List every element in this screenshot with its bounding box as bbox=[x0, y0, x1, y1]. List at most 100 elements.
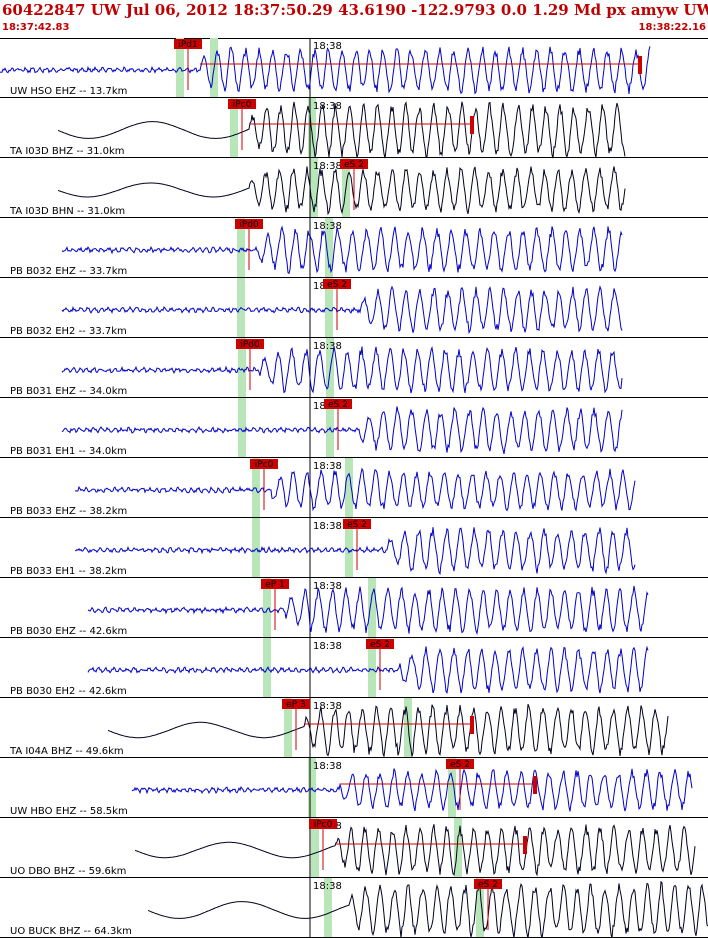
pick-label: iPc0 bbox=[314, 820, 333, 830]
station-label: PB B033 EH1 -- 38.2km bbox=[10, 566, 127, 577]
s-window bbox=[345, 458, 353, 518]
station-label: PB B032 EH2 -- 33.7km bbox=[10, 326, 127, 337]
station-label: PB B032 EHZ -- 33.7km bbox=[10, 266, 127, 277]
window-end-time: 18:38:22.16 bbox=[638, 22, 706, 33]
minute-label: 18:38 bbox=[313, 221, 342, 232]
coda-marker[interactable] bbox=[533, 776, 537, 794]
p-window bbox=[230, 98, 238, 158]
pick-label: eS 2 bbox=[370, 640, 390, 650]
s-window bbox=[448, 758, 456, 818]
pick-label-box[interactable] bbox=[366, 639, 394, 649]
pick-label-box[interactable] bbox=[474, 879, 502, 889]
pick-label: eS 2 bbox=[327, 280, 347, 290]
minute-label: 18:38 bbox=[313, 641, 342, 652]
p-window bbox=[324, 878, 332, 938]
pick-label-box[interactable] bbox=[323, 279, 351, 289]
trace-row[interactable]: 18:38 iPd1 UW HSO EHZ -- 13.7km bbox=[0, 38, 708, 98]
pick-label-box[interactable] bbox=[343, 519, 371, 529]
pick-label-box[interactable] bbox=[228, 99, 256, 109]
waveform bbox=[57, 101, 626, 159]
pick-label-box[interactable] bbox=[309, 819, 337, 829]
trace-row[interactable]: 18:38iPc0UO DBO BHZ -- 59.6km bbox=[0, 818, 708, 878]
trace-row[interactable]: 18:38 iPc0 TA I03D BHZ -- 31.0km bbox=[0, 98, 708, 159]
pick-label: iPd0 bbox=[239, 220, 259, 230]
p-window bbox=[238, 338, 246, 398]
trace-row[interactable]: 18:38 eS 2 UO BUCK BHZ -- 64.3km bbox=[0, 878, 708, 938]
s-window bbox=[368, 638, 376, 698]
station-label: PB B033 EHZ -- 38.2km bbox=[10, 506, 127, 517]
pick-label-box[interactable] bbox=[236, 339, 264, 349]
minute-label: 18:38 bbox=[313, 41, 342, 52]
trace-row[interactable]: 18:38 eP 3 TA I04A BHZ -- 49.6km bbox=[0, 698, 708, 759]
station-label: TA I03D BHZ -- 31.0km bbox=[9, 146, 125, 157]
pick-label: eS 2 bbox=[347, 520, 367, 530]
event-title: 60422847 UW Jul 06, 2012 18:37:50.29 43.… bbox=[2, 1, 708, 19]
waveform bbox=[87, 585, 649, 636]
trace-row[interactable]: 18:38 eS 2 UW HBO EHZ -- 58.5km bbox=[0, 758, 708, 818]
minute-label: 18:38 bbox=[313, 341, 342, 352]
coda-marker[interactable] bbox=[523, 836, 527, 854]
pick-label-box[interactable] bbox=[174, 39, 202, 49]
p-window bbox=[263, 578, 271, 638]
trace-row[interactable]: 18:38 eS 2 TA I03D BHN -- 31.0km bbox=[0, 158, 708, 218]
minute-label: 18:38 bbox=[313, 761, 342, 772]
pick-label-box[interactable] bbox=[446, 759, 474, 769]
waveform bbox=[57, 166, 626, 216]
waveform bbox=[74, 467, 636, 512]
station-label: PB B030 EHZ -- 42.6km bbox=[10, 626, 127, 637]
pick-label: iPd1 bbox=[178, 40, 197, 50]
minute-label: 18:38 bbox=[313, 161, 342, 172]
waveform bbox=[134, 824, 696, 877]
trace-row[interactable]: 18:38 iPc0 PB B033 EHZ -- 38.2km bbox=[0, 458, 708, 518]
trace-row[interactable]: 18:38 iPd0 PB B032 EHZ -- 33.7km bbox=[0, 218, 708, 278]
waveform bbox=[131, 768, 693, 812]
s-window bbox=[325, 278, 333, 338]
pick-label-box[interactable] bbox=[324, 399, 352, 409]
trace-row[interactable]: 18:38 iPd0 PB B031 EHZ -- 34.0km bbox=[0, 338, 708, 398]
trace-panel[interactable]: 18:38 iPd1 UW HSO EHZ -- 13.7km 18:38 iPc0 TA… bbox=[0, 38, 708, 938]
pick-label: eP 3 bbox=[286, 700, 306, 710]
trace-row[interactable]: 18:38 eS 2 PB B030 EH2 -- 42.6km bbox=[0, 638, 708, 698]
pick-label: iPc0 bbox=[233, 100, 252, 110]
coda-marker[interactable] bbox=[470, 716, 474, 734]
p-window bbox=[284, 698, 292, 758]
coda-marker[interactable] bbox=[470, 116, 474, 134]
coda-marker[interactable] bbox=[638, 56, 642, 74]
pick-label-box[interactable] bbox=[282, 699, 310, 709]
p-window bbox=[252, 518, 260, 578]
waveform bbox=[61, 345, 623, 394]
pick-label-box[interactable] bbox=[235, 219, 263, 229]
pick-label: eS 2 bbox=[328, 400, 348, 410]
s-window bbox=[325, 218, 333, 278]
minute-label: 18:38 bbox=[313, 521, 342, 532]
minute-label: 18:38 bbox=[313, 701, 342, 712]
minute-label: 18:38 bbox=[313, 101, 342, 112]
waveform bbox=[74, 527, 636, 576]
window-start-time: 18:37:42.83 bbox=[2, 22, 70, 33]
waveform bbox=[107, 704, 669, 759]
event-header: 60422847 UW Jul 06, 2012 18:37:50.29 43.… bbox=[0, 0, 708, 39]
station-label: UO BUCK BHZ -- 64.3km bbox=[10, 926, 132, 937]
waveform bbox=[147, 880, 708, 938]
trace-row[interactable]: 18:38 eS 2 PB B033 EH1 -- 38.2km bbox=[0, 518, 708, 578]
station-label: TA I04A BHZ -- 49.6km bbox=[9, 746, 124, 757]
s-window bbox=[368, 578, 376, 638]
waveform bbox=[0, 46, 651, 95]
pick-label-box[interactable] bbox=[250, 459, 278, 469]
pick-label: eP 1 bbox=[265, 580, 285, 590]
pick-label-box[interactable] bbox=[261, 579, 289, 589]
p-window bbox=[310, 158, 318, 218]
minute-label: 18:38 bbox=[313, 461, 342, 472]
pick-label: eS 2 bbox=[450, 760, 470, 770]
pick-label: eS 2 bbox=[344, 160, 364, 170]
station-label: PB B030 EH2 -- 42.6km bbox=[10, 686, 127, 697]
minute-label: 18:38 bbox=[313, 881, 342, 892]
station-label: TA I03D BHN -- 31.0km bbox=[9, 206, 125, 217]
pick-label: eS 2 bbox=[478, 880, 498, 890]
trace-row[interactable]: 18:38 eP 1 PB B030 EHZ -- 42.6km bbox=[0, 578, 708, 638]
s-window bbox=[476, 878, 484, 938]
pick-label-box[interactable] bbox=[340, 159, 368, 169]
